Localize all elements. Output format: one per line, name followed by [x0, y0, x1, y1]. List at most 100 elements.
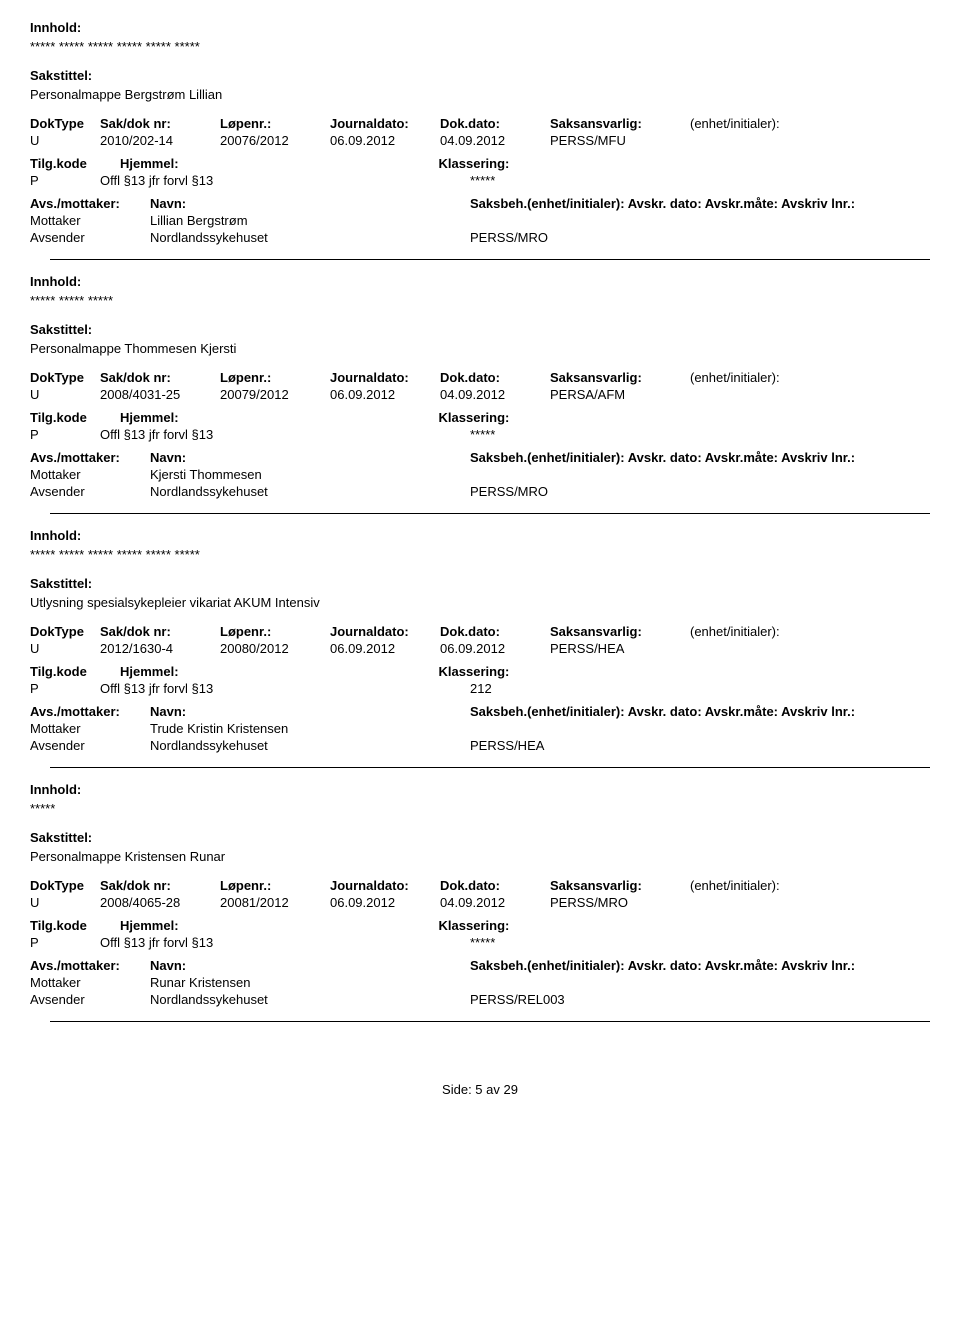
tilgkode-header: Tilg.kode	[30, 410, 110, 425]
hjemmel-header: Hjemmel:	[120, 664, 179, 679]
saksansvarlig-value: PERSS/HEA	[550, 641, 690, 656]
hjemmel-header: Hjemmel:	[120, 918, 179, 933]
avsmottaker-header: Avs./mottaker:	[30, 704, 150, 719]
mottaker-navn: Kjersti Thommesen	[150, 467, 470, 482]
entry-divider	[50, 259, 930, 260]
lopenr-value: 20080/2012	[220, 641, 330, 656]
innhold-text: *****	[30, 801, 930, 816]
doktype-header: DokType	[30, 878, 100, 893]
saksansvarlig-value: PERSS/MRO	[550, 895, 690, 910]
tilgkode-header: Tilg.kode	[30, 156, 110, 171]
sakstittel-text: Personalmappe Kristensen Runar	[30, 849, 930, 864]
hjemmel-header: Hjemmel:	[120, 410, 179, 425]
dokdato-header: Dok.dato:	[440, 878, 550, 893]
journaldato-header: Journaldato:	[330, 624, 440, 639]
tilg-data-row: P Offl §13 jfr forvl §13 *****	[30, 427, 930, 442]
tilgkode-header: Tilg.kode	[30, 918, 110, 933]
mottaker-label: Mottaker	[30, 467, 150, 482]
saksansvarlig-header: Saksansvarlig:	[550, 370, 690, 385]
journal-entry: Innhold: ***** Sakstittel: Personalmappe…	[30, 782, 930, 1022]
tilg-header-row: Tilg.kode Hjemmel: Klassering:	[30, 156, 930, 171]
sakdok-value: 2008/4031-25	[100, 387, 220, 402]
entries-container: Innhold: ***** ***** ***** ***** ***** *…	[30, 20, 930, 1022]
data-row: U 2010/202-14 20076/2012 06.09.2012 04.0…	[30, 133, 930, 148]
saksansvarlig-header: Saksansvarlig:	[550, 878, 690, 893]
journaldato-header: Journaldato:	[330, 878, 440, 893]
avsender-navn: Nordlandssykehuset	[150, 738, 470, 753]
sakdok-header: Sak/dok nr:	[100, 878, 220, 893]
avsender-enhet: PERSS/HEA	[470, 738, 610, 753]
journal-entry: Innhold: ***** ***** ***** Sakstittel: P…	[30, 274, 930, 514]
sakdok-value: 2008/4065-28	[100, 895, 220, 910]
navn-header: Navn:	[150, 450, 470, 465]
header-row: DokType Sak/dok nr: Løpenr.: Journaldato…	[30, 370, 930, 385]
sakstittel-label: Sakstittel:	[30, 322, 930, 337]
innhold-label: Innhold:	[30, 782, 930, 797]
avsender-enhet: PERSS/MRO	[470, 230, 610, 245]
sakdok-header: Sak/dok nr:	[100, 370, 220, 385]
saksbeh-header: Saksbeh.(enhet/initialer): Avskr. dato: …	[470, 450, 855, 465]
dokdato-value: 06.09.2012	[440, 641, 550, 656]
entry-divider	[50, 513, 930, 514]
dokdato-header: Dok.dato:	[440, 116, 550, 131]
mottaker-navn: Runar Kristensen	[150, 975, 470, 990]
journaldato-value: 06.09.2012	[330, 387, 440, 402]
mottaker-row: Mottaker Trude Kristin Kristensen	[30, 721, 930, 736]
tilgkode-value: P	[30, 681, 100, 696]
enhet-value	[690, 387, 840, 402]
klassering-header: Klassering:	[439, 664, 510, 679]
enhet-value	[690, 895, 840, 910]
mottaker-navn: Lillian Bergstrøm	[150, 213, 470, 228]
avsmottaker-header: Avs./mottaker:	[30, 450, 150, 465]
lopenr-header: Løpenr.:	[220, 116, 330, 131]
innhold-label: Innhold:	[30, 20, 930, 35]
dokdato-value: 04.09.2012	[440, 895, 550, 910]
enhet-header: (enhet/initialer):	[690, 370, 840, 385]
avsmottaker-header: Avs./mottaker:	[30, 958, 150, 973]
avsender-navn: Nordlandssykehuset	[150, 230, 470, 245]
klassering-value: *****	[470, 935, 570, 950]
saksansvarlig-header: Saksansvarlig:	[550, 624, 690, 639]
enhet-header: (enhet/initialer):	[690, 624, 840, 639]
klassering-header: Klassering:	[439, 410, 510, 425]
tilgkode-value: P	[30, 427, 100, 442]
avsender-row: Avsender Nordlandssykehuset PERSS/HEA	[30, 738, 930, 753]
journaldato-value: 06.09.2012	[330, 641, 440, 656]
enhet-header: (enhet/initialer):	[690, 116, 840, 131]
journal-entry: Innhold: ***** ***** ***** ***** ***** *…	[30, 20, 930, 260]
mottaker-navn: Trude Kristin Kristensen	[150, 721, 470, 736]
entry-divider	[50, 767, 930, 768]
page-footer: Side: 5 av 29	[30, 1082, 930, 1097]
navn-header: Navn:	[150, 704, 470, 719]
saksansvarlig-value: PERSS/MFU	[550, 133, 690, 148]
sakstittel-text: Personalmappe Thommesen Kjersti	[30, 341, 930, 356]
mottaker-label: Mottaker	[30, 721, 150, 736]
journal-entry: Innhold: ***** ***** ***** ***** ***** *…	[30, 528, 930, 768]
avs-header-row: Avs./mottaker: Navn: Saksbeh.(enhet/init…	[30, 196, 930, 211]
tilg-data-row: P Offl §13 jfr forvl §13 *****	[30, 935, 930, 950]
sakstittel-text: Utlysning spesialsykepleier vikariat AKU…	[30, 595, 930, 610]
mottaker-row: Mottaker Runar Kristensen	[30, 975, 930, 990]
dokdato-header: Dok.dato:	[440, 624, 550, 639]
doktype-header: DokType	[30, 370, 100, 385]
klassering-value: *****	[470, 173, 570, 188]
journaldato-header: Journaldato:	[330, 370, 440, 385]
tilg-data-row: P Offl §13 jfr forvl §13 212	[30, 681, 930, 696]
dokdato-header: Dok.dato:	[440, 370, 550, 385]
avsender-label: Avsender	[30, 484, 150, 499]
tilg-header-row: Tilg.kode Hjemmel: Klassering:	[30, 918, 930, 933]
tilg-data-row: P Offl §13 jfr forvl §13 *****	[30, 173, 930, 188]
avsender-navn: Nordlandssykehuset	[150, 484, 470, 499]
klassering-header: Klassering:	[439, 156, 510, 171]
tilg-header-row: Tilg.kode Hjemmel: Klassering:	[30, 410, 930, 425]
lopenr-value: 20081/2012	[220, 895, 330, 910]
lopenr-header: Løpenr.:	[220, 370, 330, 385]
header-row: DokType Sak/dok nr: Løpenr.: Journaldato…	[30, 624, 930, 639]
avs-header-row: Avs./mottaker: Navn: Saksbeh.(enhet/init…	[30, 704, 930, 719]
sakdok-value: 2010/202-14	[100, 133, 220, 148]
journaldato-value: 06.09.2012	[330, 895, 440, 910]
mottaker-row: Mottaker Lillian Bergstrøm	[30, 213, 930, 228]
data-row: U 2008/4031-25 20079/2012 06.09.2012 04.…	[30, 387, 930, 402]
navn-header: Navn:	[150, 196, 470, 211]
doktype-header: DokType	[30, 624, 100, 639]
